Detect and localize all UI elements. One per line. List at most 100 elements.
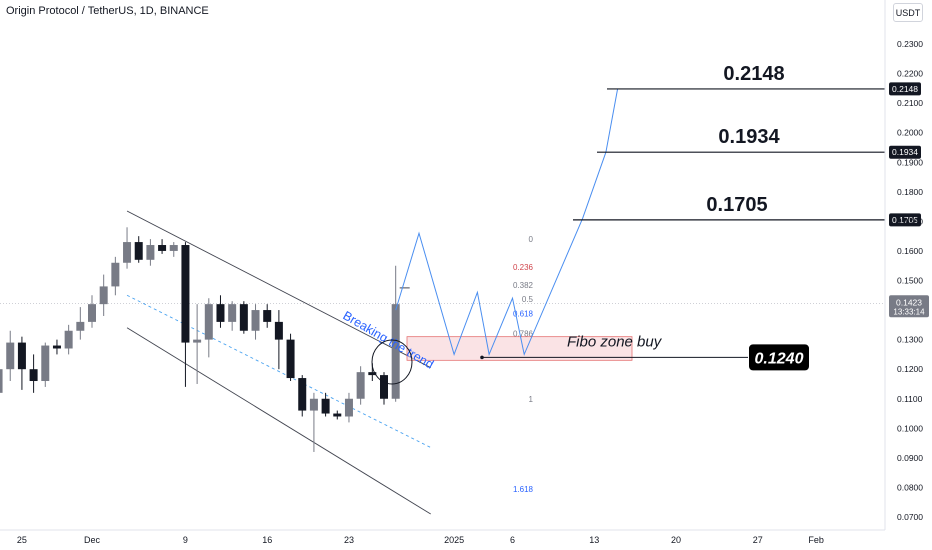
channel-layer <box>126 210 431 515</box>
candle-body <box>344 398 353 417</box>
candle-body <box>263 310 272 322</box>
candle-body <box>239 304 248 331</box>
currency-button[interactable]: USDT <box>893 3 923 22</box>
target-price-label: 0.2148 <box>723 63 784 85</box>
time-tick-label: 6 <box>510 535 515 545</box>
countdown-timer: 13:33:14 <box>893 307 925 316</box>
price-tick-label: 0.1300 <box>897 335 923 345</box>
buy-zone-box <box>406 336 633 361</box>
candle-body <box>274 321 283 340</box>
candle-body <box>52 345 61 349</box>
buy-zone-label: Fibo zone buy <box>567 334 663 351</box>
channel-lower-line <box>126 327 431 515</box>
buy-entry-badge <box>749 344 809 371</box>
price-tick-label: 0.1900 <box>897 157 923 167</box>
channel-middle-line <box>126 294 431 448</box>
candle-body <box>6 342 15 370</box>
fib-level-label: 0.382 <box>513 281 534 290</box>
target-price-label: 0.1705 <box>706 194 767 216</box>
fib-level-label: 1 <box>529 395 534 404</box>
candles-layer <box>0 227 410 452</box>
time-tick-label: Dec <box>84 535 101 545</box>
current-price-badge <box>889 295 929 318</box>
candle-body <box>216 304 225 322</box>
price-tick-label: 0.2200 <box>897 69 923 79</box>
candle-body <box>391 304 400 399</box>
time-tick-label: 27 <box>753 535 763 545</box>
time-tick-label: 2025 <box>444 535 464 545</box>
candle-body <box>64 330 73 349</box>
time-tick-label: 23 <box>344 535 354 545</box>
fib-level-label: 0.5 <box>522 295 534 304</box>
fib-layer: 0 0.236 0.382 0.5 0.618 0.786 1 1.618 <box>513 235 534 494</box>
forecast-path <box>395 88 619 357</box>
candle-body <box>181 245 190 343</box>
price-tick-label: 0.1600 <box>897 246 923 256</box>
chart-title: Origin Protocol / TetherUS, 1D, BINANCE <box>6 5 209 17</box>
fib-level-label: 0 <box>529 235 534 244</box>
fib-level-label: 0.618 <box>513 309 534 318</box>
candle-body <box>356 372 365 399</box>
price-tick-label: 0.1200 <box>897 364 923 374</box>
fib-level-label: 0.786 <box>513 329 534 338</box>
candle-body <box>146 245 155 260</box>
price-tick-label: 0.1500 <box>897 276 923 286</box>
forecast-layer <box>395 88 619 357</box>
candle-body <box>333 413 342 417</box>
time-tick-label: Feb <box>808 535 824 545</box>
candle-body <box>123 242 132 263</box>
fib-level-label: 1.618 <box>513 485 534 494</box>
buy-entry-label: 0.1240 <box>755 350 804 367</box>
candle-body <box>111 262 120 287</box>
time-tick-label: 20 <box>671 535 681 545</box>
price-tick-label: 0.0900 <box>897 453 923 463</box>
target-axis-badge <box>889 82 921 96</box>
time-tick-label: 25 <box>17 535 27 545</box>
candle-body <box>298 378 307 411</box>
candle-body <box>158 245 167 251</box>
candle-body <box>321 398 330 414</box>
candle-body <box>228 304 237 322</box>
target-price-label: 0.1934 <box>718 126 780 148</box>
target-axis-label: 0.1934 <box>892 147 918 157</box>
target-axis-badge <box>889 213 921 227</box>
candle-body <box>99 286 108 305</box>
price-tick-label: 0.0800 <box>897 482 923 492</box>
breakout-circle <box>371 339 413 385</box>
candle-body <box>286 339 295 379</box>
price-tick-label: 0.2100 <box>897 98 923 108</box>
candle-body <box>134 242 143 260</box>
current-price-value: 0.1423 <box>896 297 922 307</box>
candle-body <box>0 369 3 393</box>
buy-zone-layer: Fibo zone buy 0.1240 <box>406 334 809 371</box>
candle-body <box>251 310 260 331</box>
price-tick-label: 0.1800 <box>897 187 923 197</box>
price-tick-label: 0.2000 <box>897 128 923 138</box>
candle-body <box>204 304 213 340</box>
candle-body <box>169 245 178 251</box>
candle-body <box>88 304 96 322</box>
time-tick-label: 16 <box>262 535 272 545</box>
buy-entry-dot <box>480 355 484 360</box>
target-axis-label: 0.1705 <box>892 215 918 225</box>
price-tick-label: 0.1000 <box>897 423 923 433</box>
price-tick-label: 0.0700 <box>897 512 923 522</box>
candle-body <box>368 372 377 376</box>
candle-body <box>76 321 85 331</box>
candle-body <box>17 342 26 370</box>
candle-body <box>309 398 318 411</box>
price-tick-label: 0.1700 <box>897 216 923 226</box>
price-tick-label: 0.1100 <box>897 394 923 404</box>
channel-upper-line <box>126 210 431 369</box>
target-axis-badge <box>889 145 921 159</box>
targets-layer: 0.2148 0.2148 0.1934 0.1934 0.1705 0.1705 <box>573 63 921 227</box>
fib-level-label: 0.236 <box>513 263 534 272</box>
price-tick-label: 0.2300 <box>897 39 923 49</box>
target-axis-label: 0.2148 <box>892 84 918 94</box>
candle-body <box>380 375 388 399</box>
candle-body <box>193 339 202 343</box>
time-tick-label: 9 <box>183 535 188 545</box>
time-tick-label: 13 <box>589 535 599 545</box>
